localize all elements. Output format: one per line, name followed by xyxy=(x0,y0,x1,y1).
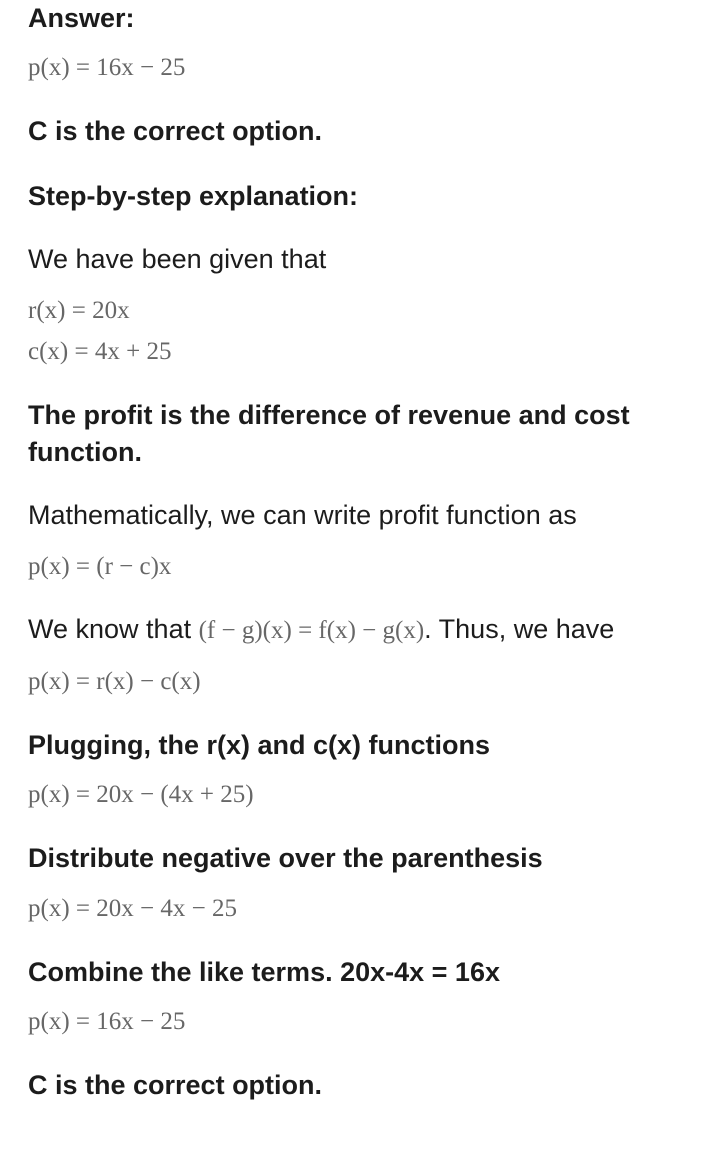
step-by-step-heading: Step-by-step explanation: xyxy=(28,178,692,214)
math-r-20x: r(x) = 20x xyxy=(28,293,692,328)
math-fg-inline: (f − g)(x) = f(x) − g(x) xyxy=(199,617,425,644)
math-c-4x-25: c(x) = 4x + 25 xyxy=(28,334,692,369)
c-correct-heading-1: C is the correct option. xyxy=(28,113,692,149)
math-p-16x-25-bottom: p(x) = 16x − 25 xyxy=(28,1004,692,1039)
combine-heading: Combine the like terms. 20x-4x = 16x xyxy=(28,954,692,990)
plugging-heading: Plugging, the r(x) and c(x) functions xyxy=(28,727,692,763)
we-know-line: We know that (f − g)(x) = f(x) − g(x). T… xyxy=(28,610,692,649)
answer-heading: Answer: xyxy=(28,0,692,36)
math-p-rx-cx: p(x) = r(x) − c(x) xyxy=(28,664,692,699)
math-p-rc: p(x) = (r − c)x xyxy=(28,549,692,584)
given-text: We have been given that xyxy=(28,240,692,279)
math-p-16x-25-top: p(x) = 16x − 25 xyxy=(28,50,692,85)
we-know-pre: We know that xyxy=(28,614,199,644)
we-know-post: . Thus, we have xyxy=(424,614,614,644)
c-correct-heading-2: C is the correct option. xyxy=(28,1067,692,1103)
math-p-20x-4x25: p(x) = 20x − (4x + 25) xyxy=(28,777,692,812)
distribute-heading: Distribute negative over the parenthesis xyxy=(28,840,692,876)
math-p-20x-4x-25: p(x) = 20x − 4x − 25 xyxy=(28,891,692,926)
profit-diff-heading: The profit is the difference of revenue … xyxy=(28,397,692,470)
math-write-text: Mathematically, we can write profit func… xyxy=(28,496,692,535)
